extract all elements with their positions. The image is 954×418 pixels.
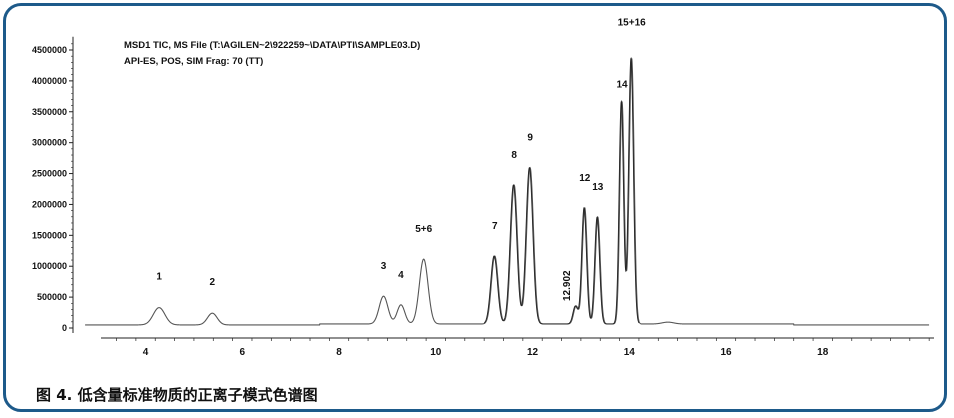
peak-label: 5+6 xyxy=(415,224,432,235)
y-tick-label: 4000000 xyxy=(32,76,67,86)
y-tick-label: 1000000 xyxy=(32,261,67,271)
peak-label: 15+16 xyxy=(618,17,647,28)
chart-subtitle: API-ES, POS, SIM Frag: 70 (TT) xyxy=(124,56,263,67)
peak-label: 9 xyxy=(527,133,533,144)
y-tick-label: 3000000 xyxy=(32,138,67,148)
peak-label: 13 xyxy=(592,182,604,193)
chart-title: MSD1 TIC, MS File (T:\AGILEN~2\922259~\D… xyxy=(124,40,420,51)
x-tick-label: 18 xyxy=(817,347,829,358)
y-tick-label: 4500000 xyxy=(32,45,67,55)
peak-label: 3 xyxy=(381,261,387,272)
x-tick-label: 6 xyxy=(240,347,246,358)
peak-label: 12 xyxy=(579,173,591,184)
x-tick-label: 10 xyxy=(430,347,442,358)
y-tick-label: 3500000 xyxy=(32,107,67,117)
axes-group: 0 500000 1000000 1500000 2000000 2500000 30000… xyxy=(32,36,934,358)
x-tick-label: 12 xyxy=(527,347,539,358)
peak-label: 14 xyxy=(616,80,628,91)
x-tick-label: 14 xyxy=(624,347,636,358)
peak-label: 1 xyxy=(156,272,162,283)
y-tick-label: 500000 xyxy=(37,292,67,302)
tic-trace-line xyxy=(85,58,930,326)
peak-label: 4 xyxy=(398,270,404,281)
chromatogram-chart: MSD1 TIC, MS File (T:\AGILEN~2\922259~\D… xyxy=(32,17,934,358)
x-tick-label: 16 xyxy=(720,347,732,358)
y-tick-label: 1500000 xyxy=(32,230,67,240)
trace-group xyxy=(85,56,930,326)
figure-caption: 图 4. 低含量标准物质的正离子模式色谱图 xyxy=(36,386,318,404)
x-tick-label: 8 xyxy=(336,347,342,358)
x-tick-label: 4 xyxy=(143,347,149,358)
y-tick-label: 0 xyxy=(62,323,67,333)
peak-label: 2 xyxy=(210,277,216,288)
peak-label: 8 xyxy=(511,150,517,161)
y-tick-label: 2500000 xyxy=(32,169,67,179)
peak-label: 7 xyxy=(492,221,498,232)
tic-trace-overlay xyxy=(483,56,640,325)
y-tick-label: 2000000 xyxy=(32,199,67,209)
peak-label: 12.902 xyxy=(562,270,573,301)
figure-frame: MSD1 TIC, MS File (T:\AGILEN~2\922259~\D… xyxy=(3,3,947,412)
